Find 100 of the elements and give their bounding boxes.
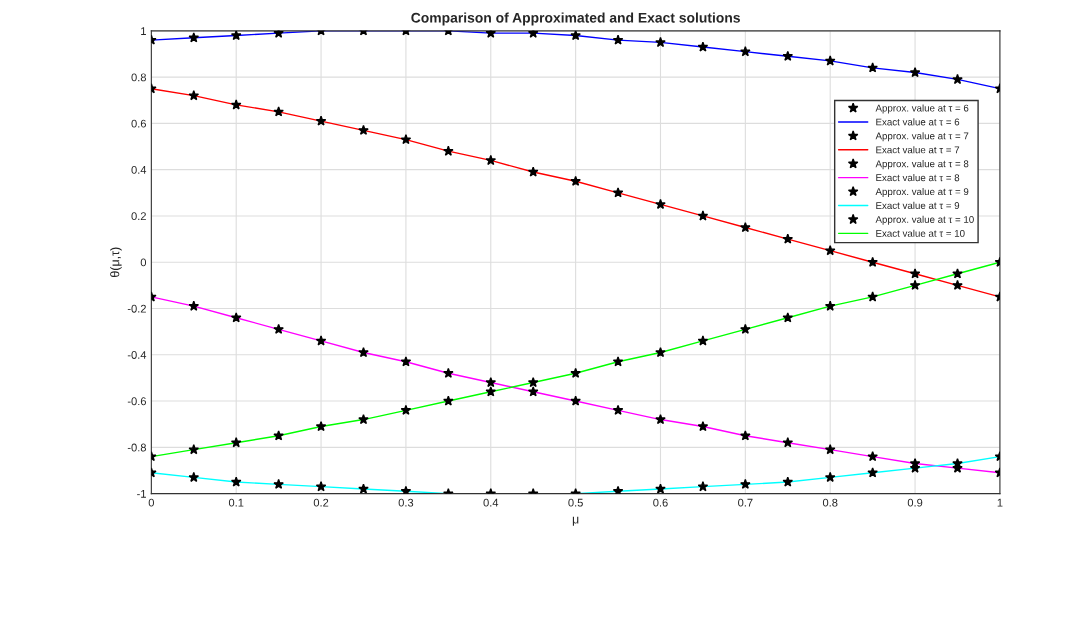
point — [400, 404, 412, 415]
point — [867, 451, 878, 462]
point — [740, 46, 751, 57]
point — [358, 483, 369, 494]
point — [952, 268, 963, 279]
point — [400, 134, 412, 145]
point — [230, 312, 242, 323]
y-tick-label: 0.2 — [131, 212, 146, 221]
point — [612, 485, 624, 494]
point — [782, 312, 794, 323]
x-tick-label: 0.3 — [398, 498, 414, 507]
point — [740, 221, 751, 233]
point — [188, 90, 200, 101]
y-tick-label: -0.4 — [127, 351, 147, 359]
point — [697, 420, 709, 432]
point — [485, 376, 497, 388]
point — [909, 66, 921, 78]
point — [909, 279, 921, 290]
y-tick-label: -0.8 — [127, 443, 146, 452]
point — [952, 73, 963, 85]
legend-label: Exact value at τ = 6 — [876, 118, 960, 126]
point — [485, 386, 497, 397]
point — [697, 41, 709, 52]
y-tick-label: 0.8 — [131, 73, 146, 82]
point — [740, 430, 751, 441]
point — [782, 233, 794, 244]
point — [824, 55, 836, 66]
point — [485, 154, 497, 166]
point — [443, 395, 454, 406]
point — [655, 198, 666, 210]
point — [867, 291, 878, 302]
point — [188, 471, 200, 483]
point — [230, 30, 242, 41]
y-tick-label: -0.2 — [127, 304, 146, 313]
point — [697, 481, 709, 492]
x-tick-label: 0.9 — [907, 498, 923, 507]
point — [655, 346, 666, 358]
point — [188, 300, 200, 311]
y-tick-label: 1 — [141, 27, 146, 35]
point — [740, 478, 751, 489]
point — [315, 115, 327, 126]
point — [824, 471, 836, 483]
point — [612, 404, 624, 415]
point — [230, 476, 242, 487]
legend-label: Exact value at τ = 9 — [876, 201, 960, 209]
point — [740, 323, 751, 334]
point — [273, 478, 284, 489]
point — [315, 420, 327, 432]
chart-title: Comparison of Approximated and Exact solutions — [411, 12, 740, 26]
point — [867, 256, 878, 267]
point — [570, 175, 581, 186]
point — [230, 437, 242, 448]
point — [358, 414, 369, 425]
legend-label: Approx. value at τ = 10 — [875, 215, 974, 225]
point — [315, 335, 327, 346]
point — [273, 430, 284, 441]
legend-label: Approx. value at τ = 9 — [875, 187, 969, 197]
x-tick-label: 0 — [148, 498, 154, 507]
legend-label: Approx. value at τ = 6 — [875, 104, 969, 114]
point — [824, 245, 836, 256]
x-tick-label: 0.8 — [822, 498, 838, 507]
point — [697, 335, 709, 346]
point — [527, 166, 539, 177]
x-axis-title: μ — [572, 516, 579, 526]
point — [230, 99, 242, 110]
y-tick-label: 0.6 — [131, 119, 146, 128]
point — [400, 356, 412, 367]
point — [570, 395, 581, 406]
y-tick-label: -0.6 — [127, 397, 146, 406]
point — [867, 62, 878, 73]
x-tick-label: 0.6 — [653, 498, 668, 507]
point — [697, 210, 709, 221]
point — [824, 444, 836, 455]
point — [867, 467, 878, 478]
legend-label: Exact value at τ = 8 — [876, 174, 960, 182]
legend-label: Approx. value at τ = 7 — [875, 132, 969, 142]
y-tick-label: -1 — [137, 489, 146, 498]
point — [443, 145, 454, 156]
y-axis-title: θ(μ,τ) — [110, 247, 122, 278]
point — [188, 32, 200, 43]
point — [824, 300, 836, 311]
point — [315, 481, 327, 492]
point — [443, 367, 454, 378]
point — [612, 34, 624, 45]
point — [358, 124, 369, 135]
legend-label: Approx. value at τ = 8 — [875, 160, 969, 170]
legend-label: Exact value at τ = 7 — [876, 146, 960, 154]
point — [570, 30, 581, 41]
point — [782, 437, 794, 448]
point — [527, 386, 539, 397]
point — [952, 279, 963, 290]
point — [273, 323, 284, 334]
x-tick-label: 0.2 — [313, 498, 329, 507]
x-tick-label: 0.1 — [228, 498, 244, 507]
point — [273, 30, 284, 38]
point — [782, 476, 794, 487]
point — [782, 50, 794, 61]
x-tick-label: 0.5 — [568, 498, 583, 507]
x-tick-label: 1 — [997, 498, 1003, 507]
point — [612, 356, 624, 367]
